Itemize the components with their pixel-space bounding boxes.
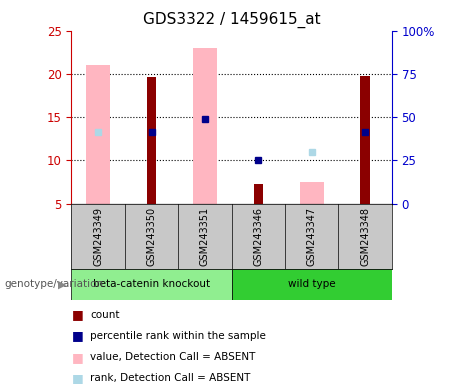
- Bar: [300, 182, 324, 204]
- Bar: [86, 65, 110, 204]
- Bar: [361, 76, 370, 204]
- Text: GSM243349: GSM243349: [93, 207, 103, 266]
- Bar: [193, 48, 217, 204]
- Text: value, Detection Call = ABSENT: value, Detection Call = ABSENT: [90, 352, 255, 362]
- Text: GSM243347: GSM243347: [307, 207, 317, 266]
- Bar: [147, 76, 156, 204]
- Text: beta-catenin knockout: beta-catenin knockout: [93, 279, 210, 289]
- Bar: [71, 269, 231, 300]
- Text: genotype/variation: genotype/variation: [5, 279, 104, 289]
- Text: ■: ■: [71, 351, 83, 364]
- Text: GSM243348: GSM243348: [360, 207, 370, 266]
- Text: wild type: wild type: [288, 279, 336, 289]
- Text: GSM243346: GSM243346: [254, 207, 263, 266]
- Text: rank, Detection Call = ABSENT: rank, Detection Call = ABSENT: [90, 373, 250, 383]
- Title: GDS3322 / 1459615_at: GDS3322 / 1459615_at: [143, 12, 320, 28]
- Text: ■: ■: [71, 308, 83, 321]
- Bar: [231, 269, 392, 300]
- Text: percentile rank within the sample: percentile rank within the sample: [90, 331, 266, 341]
- Text: ■: ■: [71, 329, 83, 343]
- Text: ■: ■: [71, 372, 83, 384]
- Text: GSM243350: GSM243350: [147, 207, 157, 266]
- Text: ▶: ▶: [58, 279, 66, 289]
- Text: count: count: [90, 310, 119, 320]
- Text: GSM243351: GSM243351: [200, 207, 210, 266]
- Bar: [254, 184, 263, 204]
